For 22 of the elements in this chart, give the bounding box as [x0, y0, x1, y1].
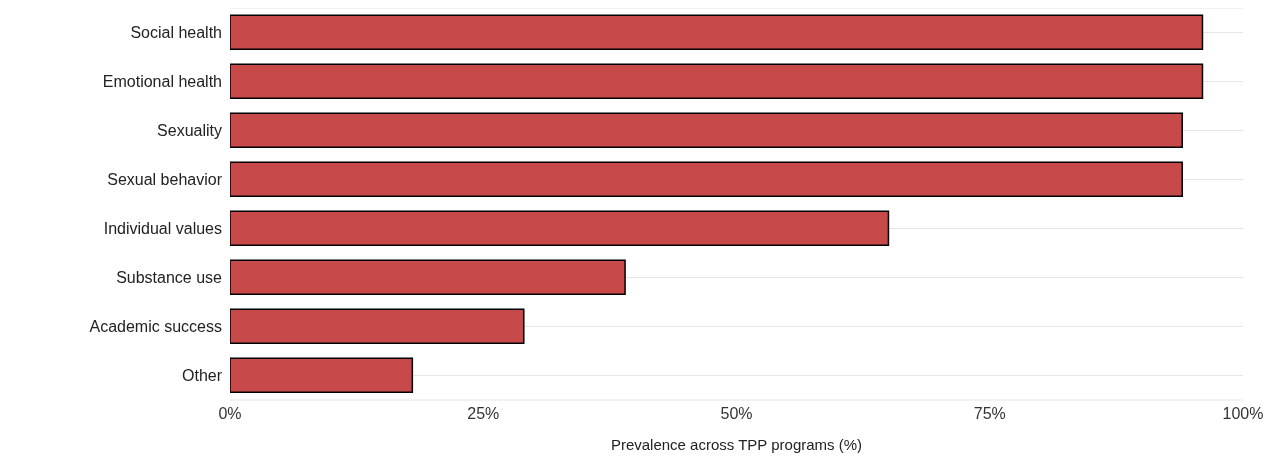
y-tick-label: Sexuality: [157, 122, 222, 140]
x-axis-title: Prevalence across TPP programs (%): [610, 436, 863, 453]
y-tick-label: Substance use: [116, 269, 223, 287]
y-tick-label: Individual values: [103, 220, 222, 238]
bar: [230, 259, 626, 296]
bar: [230, 14, 1204, 51]
bar: [230, 63, 1204, 100]
y-tick-label: Emotional health: [102, 73, 222, 91]
bar: [230, 210, 890, 247]
bar: [230, 161, 1183, 198]
bar: [230, 357, 414, 394]
x-tick-label: 50%: [720, 405, 753, 423]
x-tick-label: 75%: [973, 405, 1006, 423]
bar: [230, 112, 1183, 149]
bar: [230, 308, 525, 345]
x-tick-label: 25%: [467, 405, 500, 423]
x-tick-label: 0%: [218, 405, 242, 423]
y-tick-label: Sexual behavior: [107, 171, 223, 189]
y-tick-label: Other: [181, 367, 223, 385]
y-tick-label: Academic success: [89, 318, 222, 336]
y-tick-label: Social health: [130, 24, 222, 42]
x-tick-label: 100%: [1222, 405, 1264, 423]
